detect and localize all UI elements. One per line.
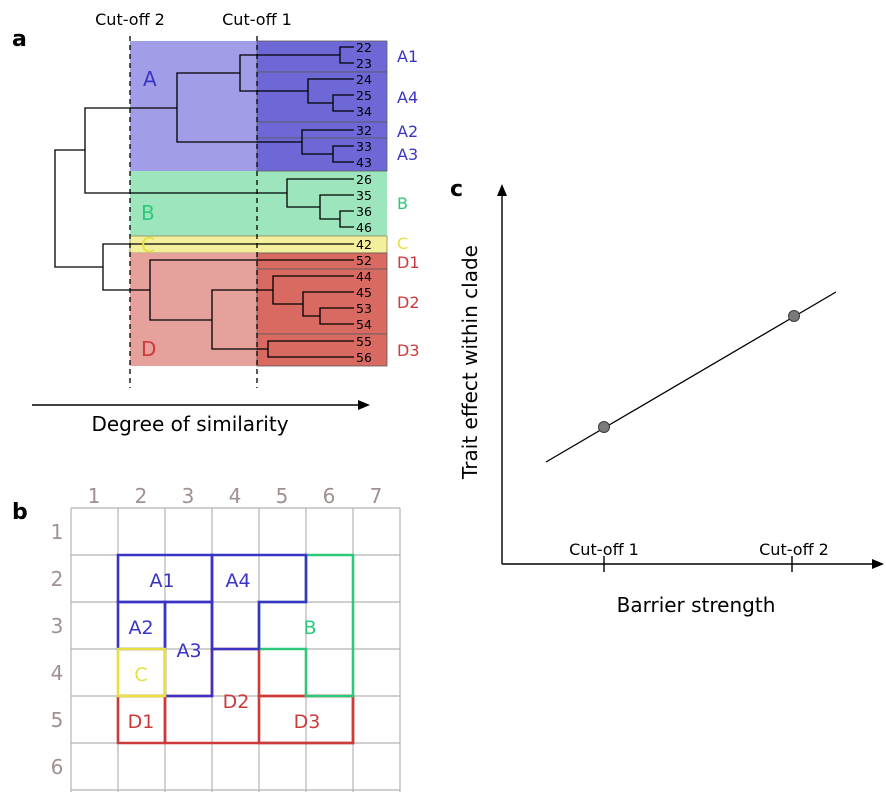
- leaf-label: 46: [356, 220, 372, 235]
- region-d3-label: D3: [294, 711, 321, 733]
- subclade-a3-label: A3: [397, 145, 418, 164]
- leaf-label: 56: [356, 350, 372, 365]
- leaf-label: 43: [356, 155, 372, 170]
- leaf-label: 55: [356, 334, 372, 349]
- row-number: 4: [51, 661, 64, 685]
- trend-line: [545, 291, 837, 463]
- leaf-label: 34: [356, 104, 372, 119]
- leaf-label: 22: [356, 40, 372, 55]
- row-numbers: 1 2 3 4 5 6: [51, 520, 64, 779]
- subclade-a1-box: [256, 40, 388, 73]
- leaf-label: 52: [356, 253, 372, 268]
- row-number: 3: [51, 614, 64, 638]
- row-number: 6: [51, 755, 64, 779]
- subclade-d2-box: [256, 268, 388, 335]
- cutoff-2-label: Cut-off 2: [95, 10, 165, 29]
- region-c-label: C: [134, 664, 147, 686]
- subclade-a3-box: [256, 137, 388, 172]
- column-number: 6: [323, 484, 336, 508]
- subclade-d1-label: D1: [397, 253, 420, 272]
- column-numbers: 1 2 3 4 5 6 7: [88, 484, 383, 508]
- clade-c-label: C: [141, 233, 155, 257]
- clade-b-label: B: [141, 201, 155, 225]
- column-number: 5: [276, 484, 289, 508]
- panel-a: a: [12, 10, 420, 436]
- cutoff-2-tick-label: Cut-off 2: [759, 540, 829, 559]
- subclade-a1-label: A1: [397, 47, 418, 66]
- column-number: 3: [182, 484, 195, 508]
- leaf-label: 24: [356, 72, 372, 87]
- row-number: 5: [51, 708, 64, 732]
- leaf-labels: 22 23 24 25 34 32 33 43 26 35 36 46 42 5…: [356, 40, 372, 365]
- clade-a-label: A: [143, 67, 157, 91]
- leaf-label: 36: [356, 204, 372, 219]
- subclade-a4-label: A4: [397, 88, 418, 107]
- column-number: 2: [135, 484, 148, 508]
- leaf-label: 45: [356, 285, 372, 300]
- leaf-label: 23: [356, 56, 372, 71]
- leaf-label: 26: [356, 172, 372, 187]
- cutoff-1-tick-label: Cut-off 1: [569, 540, 639, 559]
- leaf-label: 44: [356, 269, 372, 284]
- leaf-label: 53: [356, 301, 372, 316]
- region-a3-label: A3: [176, 640, 201, 662]
- row-number: 2: [51, 567, 64, 591]
- subclade-b-label: B: [397, 194, 408, 213]
- clade-b-box: [130, 171, 387, 236]
- subclade-a2-label: A2: [397, 122, 418, 141]
- data-point-cutoff-2: [788, 310, 800, 322]
- region-c-outline: [116, 647, 167, 698]
- row-number: 1: [51, 520, 64, 544]
- dendrogram: [54, 46, 354, 358]
- panel-c: c Cut-off 1 Cut-off 2 Barrier strength T…: [450, 177, 884, 617]
- leaf-label: 33: [356, 139, 372, 154]
- region-a1-label: A1: [149, 570, 174, 592]
- panel-c-letter: c: [450, 177, 463, 202]
- region-a2-label: A2: [128, 617, 153, 639]
- subclade-c-label: C: [397, 234, 408, 253]
- region-d1-label: D1: [128, 711, 155, 733]
- y-axis-label: Trait effect within clade: [458, 245, 482, 480]
- panel-a-letter: a: [12, 27, 27, 52]
- subclade-d3-box: [256, 333, 388, 367]
- leaf-label: 42: [356, 237, 372, 252]
- column-number: 4: [229, 484, 242, 508]
- data-point-cutoff-1: [598, 421, 610, 433]
- subclade-d3-label: D3: [397, 341, 420, 360]
- clade-d-label: D: [141, 337, 156, 361]
- region-d2-label: D2: [223, 691, 250, 713]
- column-number: 1: [88, 484, 101, 508]
- leaf-label: 54: [356, 317, 372, 332]
- x-axis-label: Barrier strength: [617, 593, 776, 617]
- panel-b: b 1 2 3 4 5 6 7: [12, 484, 401, 792]
- region-b-label: B: [303, 617, 316, 639]
- leaf-label: 25: [356, 88, 372, 103]
- leaf-label: 35: [356, 188, 372, 203]
- region-a4-label: A4: [225, 570, 250, 592]
- cutoff-1-label: Cut-off 1: [222, 10, 292, 29]
- subclade-d2-label: D2: [397, 293, 420, 312]
- similarity-axis-label: Degree of similarity: [91, 412, 288, 436]
- leaf-label: 32: [356, 123, 372, 138]
- column-number: 7: [370, 484, 383, 508]
- panel-b-letter: b: [12, 500, 28, 525]
